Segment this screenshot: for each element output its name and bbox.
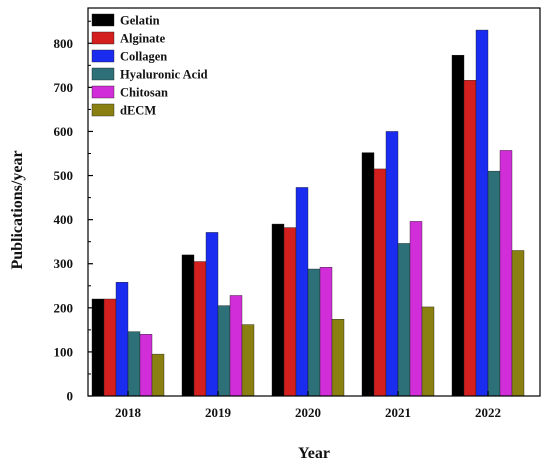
bar-alginate-2021 [373, 168, 387, 397]
y-tick-label-200: 200 [54, 300, 74, 315]
bar-gelatin-2018 [91, 298, 105, 397]
bar-alginate-2022 [463, 80, 477, 397]
bar-decm-2020 [331, 319, 345, 397]
bar-gelatin-2019 [181, 254, 195, 397]
bar-chitosan-2018 [139, 334, 153, 397]
y-tick-label-600: 600 [54, 124, 74, 139]
bar-alginate-2020 [283, 227, 297, 397]
legend-label-decm: dECM [120, 104, 156, 118]
legend-label-gelatin: Gelatin [120, 14, 160, 28]
bar-collagen-2019 [205, 232, 219, 397]
y-axis: 0 100 200 300 400 500 600 700 800 [54, 20, 93, 404]
legend-label-alginate: Alginate [120, 32, 166, 46]
bar-collagen-2020 [295, 187, 309, 397]
legend-label-chitosan: Chitosan [120, 86, 168, 100]
x-tick-label-2018: 2018 [115, 405, 142, 420]
y-tick-label-100: 100 [54, 344, 74, 359]
x-tick-label-2019: 2019 [205, 405, 232, 420]
bar-collagen-2021 [385, 131, 399, 397]
y-tick-label-300: 300 [54, 256, 74, 271]
bar-chitosan-2019 [229, 295, 243, 397]
x-tick-label-2021: 2021 [385, 405, 411, 420]
bar-gelatin-2020 [271, 223, 285, 397]
bars-layer [91, 29, 525, 397]
legend-swatch-gelatin [91, 13, 115, 27]
legend-swatch-alginate [91, 31, 115, 45]
x-tick-label-2022: 2022 [475, 405, 501, 420]
bar-decm-2021 [421, 306, 435, 397]
bar-collagen-2018 [115, 282, 129, 397]
bar-hyaluronic-acid-2020 [307, 268, 321, 397]
legend-swatch-chitosan [91, 85, 115, 99]
x-axis: 2018 2019 2020 2021 2022 [115, 391, 501, 420]
y-tick-label-500: 500 [54, 168, 74, 183]
bar-decm-2022 [511, 250, 525, 397]
bar-hyaluronic-acid-2018 [127, 331, 141, 397]
bar-chitosan-2021 [409, 221, 423, 397]
y-axis-label: Publications/year [9, 150, 26, 269]
legend-label-hyaluronic-acid: Hyaluronic Acid [120, 68, 208, 82]
legend: Gelatin Alginate Collagen Hyaluronic Acid Ch… [91, 13, 208, 118]
legend-label-collagen: Collagen [120, 50, 167, 64]
bar-hyaluronic-acid-2021 [397, 243, 411, 397]
x-axis-label: Year [298, 445, 330, 462]
y-tick-label-400: 400 [54, 212, 74, 227]
x-tick-label-2020: 2020 [295, 405, 321, 420]
bar-alginate-2019 [193, 261, 207, 397]
bar-hyaluronic-acid-2019 [217, 305, 231, 397]
bar-gelatin-2022 [451, 54, 465, 397]
bar-chitosan-2022 [499, 150, 513, 397]
legend-swatch-decm [91, 103, 115, 117]
bar-alginate-2018 [103, 298, 117, 397]
bar-decm-2019 [241, 324, 255, 397]
plot-frame [87, 7, 541, 397]
legend-swatch-hyaluronic-acid [91, 67, 115, 81]
legend-swatch-collagen [91, 49, 115, 63]
bar-chitosan-2020 [319, 267, 333, 397]
y-tick-label-0: 0 [67, 389, 74, 404]
bar-collagen-2022 [475, 29, 489, 397]
bar-decm-2018 [151, 353, 165, 397]
bar-gelatin-2021 [361, 152, 375, 397]
bar-hyaluronic-acid-2022 [487, 170, 501, 397]
y-tick-label-800: 800 [54, 36, 74, 51]
y-tick-label-700: 700 [54, 80, 74, 95]
